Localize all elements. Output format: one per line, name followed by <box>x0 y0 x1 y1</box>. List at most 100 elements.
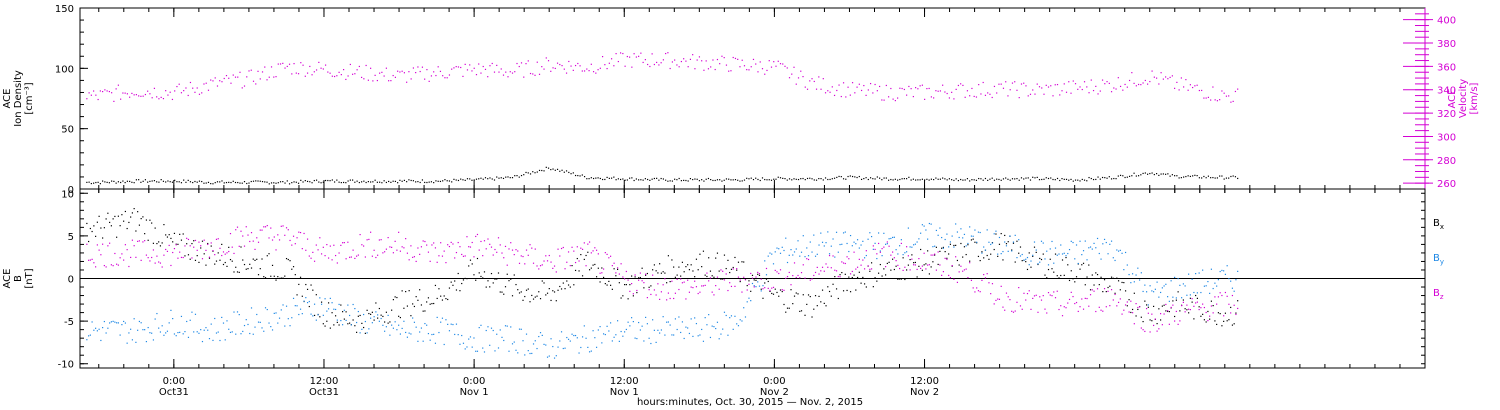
data-point <box>212 250 214 252</box>
data-point <box>1012 241 1015 243</box>
data-point <box>813 80 815 83</box>
data-point <box>692 335 694 338</box>
data-point <box>962 179 964 181</box>
data-point <box>977 231 980 233</box>
data-point <box>608 257 610 259</box>
data-point <box>271 264 274 266</box>
data-point <box>578 352 580 354</box>
data-point <box>840 176 842 178</box>
data-point <box>786 179 788 181</box>
data-point <box>503 339 505 342</box>
data-point <box>849 94 851 96</box>
data-point <box>660 62 662 64</box>
data-point <box>800 310 803 312</box>
data-point <box>1004 241 1006 243</box>
data-point <box>638 55 640 57</box>
data-point <box>415 181 417 183</box>
data-point <box>179 331 181 333</box>
data-point <box>622 178 624 180</box>
data-point <box>847 175 849 178</box>
data-point <box>1182 283 1184 285</box>
data-point <box>1224 273 1227 275</box>
data-point <box>729 282 731 284</box>
data-point <box>392 252 394 254</box>
data-point <box>406 305 409 307</box>
data-point <box>257 321 260 323</box>
data-point <box>979 259 981 262</box>
data-point <box>510 278 512 280</box>
data-point <box>570 65 572 67</box>
data-point <box>870 235 873 238</box>
legend-label-by: By <box>1433 253 1444 266</box>
data-point <box>666 321 668 323</box>
data-point <box>559 170 561 172</box>
data-point <box>1214 282 1216 284</box>
data-point <box>1214 296 1216 298</box>
data-point <box>166 236 169 238</box>
data-point <box>1037 263 1039 265</box>
data-point <box>309 181 311 183</box>
data-point <box>1181 297 1183 299</box>
data-point <box>804 179 806 181</box>
data-point <box>655 341 657 344</box>
data-point <box>179 251 181 253</box>
data-point <box>562 246 564 249</box>
data-point <box>1045 177 1047 179</box>
data-point <box>909 258 911 261</box>
data-point <box>93 182 95 184</box>
data-point <box>658 179 660 181</box>
data-point <box>1095 310 1097 313</box>
data-point <box>839 274 841 276</box>
data-point <box>892 179 894 181</box>
data-point <box>294 305 296 307</box>
data-point <box>364 256 366 258</box>
data-point <box>963 246 966 248</box>
data-point <box>648 289 650 291</box>
data-point <box>748 69 750 71</box>
data-point <box>976 287 978 289</box>
data-point <box>639 272 641 274</box>
data-point <box>147 239 149 241</box>
data-point <box>642 61 644 64</box>
data-point <box>921 178 923 180</box>
data-point <box>795 178 797 180</box>
data-point <box>237 76 239 78</box>
data-point <box>1158 174 1160 177</box>
data-point <box>294 274 296 276</box>
data-point <box>116 322 118 324</box>
data-point <box>774 288 776 290</box>
data-point <box>848 250 850 253</box>
data-point <box>264 307 267 309</box>
data-point <box>849 234 852 237</box>
data-point <box>1149 319 1151 321</box>
data-point <box>609 322 612 324</box>
data-point <box>534 340 536 342</box>
data-point <box>1201 89 1203 92</box>
data-point <box>732 268 734 270</box>
data-point <box>914 261 916 264</box>
data-point <box>295 72 297 74</box>
data-point <box>1217 279 1220 281</box>
data-point <box>208 257 211 259</box>
data-point <box>170 237 172 240</box>
data-point <box>869 82 872 85</box>
data-point <box>527 172 529 174</box>
data-point <box>620 178 622 181</box>
data-point <box>144 93 147 96</box>
data-point <box>978 177 980 180</box>
data-point <box>165 90 167 92</box>
data-point <box>955 88 957 90</box>
data-point <box>907 255 909 257</box>
data-point <box>298 313 300 316</box>
data-point <box>107 245 109 247</box>
data-point <box>1193 318 1195 320</box>
data-point <box>1133 281 1135 283</box>
data-point <box>1153 76 1155 78</box>
data-point <box>184 255 186 257</box>
data-point <box>1221 269 1223 272</box>
data-point <box>169 181 171 183</box>
data-point <box>926 178 928 180</box>
data-point <box>844 273 846 275</box>
data-point <box>1097 93 1099 95</box>
data-point <box>699 291 701 293</box>
